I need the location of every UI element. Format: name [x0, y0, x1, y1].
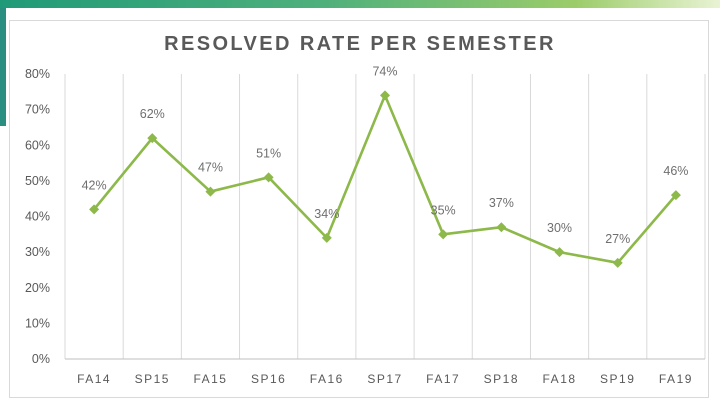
data-label: 62%	[140, 107, 165, 121]
y-tick-label: 60%	[25, 138, 50, 152]
x-tick-label: FA19	[659, 372, 693, 386]
data-label: 34%	[314, 207, 339, 221]
chart-title: RESOLVED RATE PER SEMESTER	[164, 33, 556, 55]
data-label: 35%	[431, 203, 456, 217]
data-label: 51%	[256, 146, 281, 160]
data-label: 30%	[547, 221, 572, 235]
data-point-marker	[263, 172, 274, 183]
data-point-marker	[496, 222, 507, 233]
data-label: 37%	[489, 196, 514, 210]
data-point-marker	[380, 90, 390, 101]
axes: 0% 10% 20% 30% 40% 50% 60% 70% 80% FA14 SP15 FA15 SP…	[25, 67, 705, 386]
x-tick-label: FA14	[77, 372, 111, 386]
y-tick-label: 80%	[25, 67, 50, 81]
x-tick-label: SP16	[251, 372, 286, 386]
data-point-marker	[205, 186, 216, 197]
data-point-marker	[438, 229, 449, 240]
data-point-marker	[147, 133, 158, 144]
x-tick-label: FA15	[193, 372, 227, 386]
x-tick-label: SP17	[367, 372, 402, 386]
data-point-marker	[612, 257, 623, 268]
series-markers	[89, 90, 681, 268]
x-tick-label: FA17	[426, 372, 460, 386]
y-tick-label: 0%	[32, 352, 50, 366]
data-label: 27%	[605, 232, 630, 246]
y-tick-label: 20%	[25, 281, 50, 295]
data-labels: 42% 62% 47% 51% 34% 74% 35% 37% 30% 27% 46%	[82, 64, 689, 245]
data-label: 46%	[663, 164, 688, 178]
data-point-marker	[554, 247, 565, 258]
data-label: 42%	[82, 178, 107, 192]
x-tick-label: FA18	[543, 372, 577, 386]
y-tick-label: 30%	[25, 245, 50, 259]
top-accent-band	[0, 0, 720, 8]
x-tick-label: FA16	[310, 372, 344, 386]
y-tick-label: 70%	[25, 103, 50, 117]
data-point-marker	[670, 190, 681, 201]
x-tick-label: SP18	[484, 372, 519, 386]
data-point-marker	[321, 232, 332, 243]
y-tick-label: 10%	[25, 316, 50, 330]
x-tick-label: SP19	[600, 372, 635, 386]
chart-frame	[9, 20, 709, 398]
data-label: 47%	[198, 161, 223, 175]
left-accent-band	[0, 8, 6, 126]
data-point-marker	[89, 204, 100, 215]
x-tick-label: SP15	[135, 372, 170, 386]
y-tick-label: 40%	[25, 210, 50, 224]
grid-lines	[64, 74, 706, 359]
data-label: 74%	[372, 64, 397, 78]
y-tick-label: 50%	[25, 174, 50, 188]
